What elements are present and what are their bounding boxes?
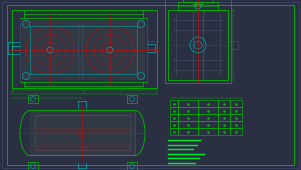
Bar [28,95,38,103]
Bar [230,114,242,121]
Bar [218,128,230,135]
Bar [218,107,230,114]
Bar [168,10,228,80]
Bar [170,107,178,114]
Bar [165,0,231,83]
Bar [183,0,213,2]
Bar [22,20,145,80]
Bar [218,121,230,128]
Bar [230,128,242,135]
Bar [30,110,135,155]
Bar [178,100,198,107]
Bar [178,128,198,135]
Bar [198,128,218,135]
Bar [218,114,230,121]
Bar [127,95,137,103]
Bar [170,114,178,121]
Bar [12,10,157,88]
Bar [170,128,178,135]
Bar [30,110,135,155]
Bar [178,107,198,114]
Bar [198,121,218,128]
Bar [127,162,137,170]
Bar [198,100,218,107]
Bar [28,162,38,170]
Bar [198,114,218,121]
Bar [170,121,178,128]
Bar [35,115,130,150]
Bar [178,2,218,10]
Bar [178,121,198,128]
Bar [230,100,242,107]
Bar [20,18,147,82]
Bar [230,121,242,128]
Bar [170,100,178,107]
Bar [178,114,198,121]
Bar [218,100,230,107]
Bar [230,107,242,114]
Bar [198,107,218,114]
